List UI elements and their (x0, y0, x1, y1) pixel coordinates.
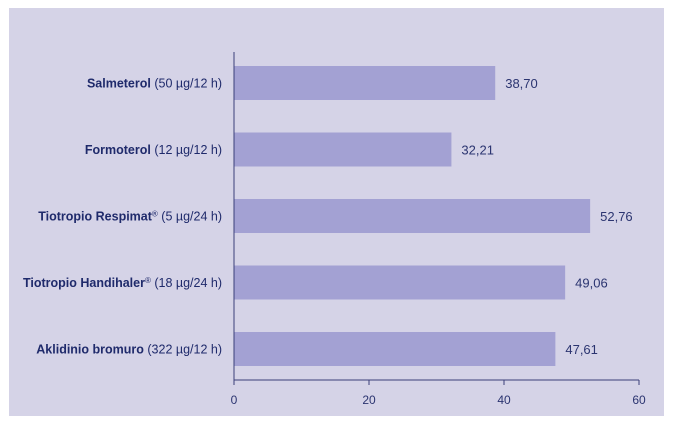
x-tick-label: 40 (497, 393, 511, 407)
chart-panel: Salmeterol (50 µg/12 h) Formoterol (12 µg… (9, 8, 664, 416)
dose-text: (50 µg/12 h) (151, 77, 222, 91)
x-tick-label: 60 (632, 393, 646, 407)
bar (234, 66, 496, 100)
category-label: Aklidinio bromuro (322 µg/12 h) (36, 343, 222, 357)
bar (234, 332, 556, 366)
dose-text: (322 µg/12 h) (144, 343, 222, 357)
value-label: 49,06 (575, 276, 608, 291)
drug-name: Tiotropio Respimat (38, 210, 153, 224)
x-tick-label: 20 (362, 393, 376, 407)
value-label: 52,76 (600, 209, 633, 224)
dose-text: (12 µg/12 h) (151, 143, 222, 157)
registered-mark: ® (152, 210, 158, 219)
category-label: Salmeterol (50 µg/12 h) (87, 77, 222, 91)
drug-name: Aklidinio bromuro (36, 343, 144, 357)
value-labels: 38,70 32,21 52,76 49,06 47,61 (461, 76, 632, 357)
bar (234, 132, 452, 167)
x-ticks: 0 20 40 60 (231, 380, 646, 407)
registered-mark: ® (145, 276, 151, 285)
dose-text: (5 µg/24 h) (158, 210, 222, 224)
category-label: Tiotropio Respimat® (5 µg/24 h) (38, 210, 222, 224)
dose-text: (18 µg/24 h) (151, 276, 222, 290)
drug-name: Tiotropio Handihaler (23, 276, 145, 290)
bar (234, 265, 566, 300)
x-tick-label: 0 (231, 393, 238, 407)
bar (234, 199, 591, 233)
axes (233, 52, 639, 381)
bars-group (234, 66, 591, 366)
value-label: 32,21 (461, 143, 494, 158)
drug-name: Salmeterol (87, 77, 151, 91)
drug-name: Formoterol (85, 143, 151, 157)
value-label: 47,61 (565, 342, 598, 357)
bar-chart: Salmeterol (50 µg/12 h) Formoterol (12 µg… (23, 52, 646, 407)
category-label: Tiotropio Handihaler® (18 µg/24 h) (23, 276, 222, 290)
category-labels: Salmeterol (50 µg/12 h) Formoterol (12 µg… (23, 77, 222, 357)
category-label: Formoterol (12 µg/12 h) (85, 143, 222, 157)
value-label: 38,70 (505, 76, 538, 91)
